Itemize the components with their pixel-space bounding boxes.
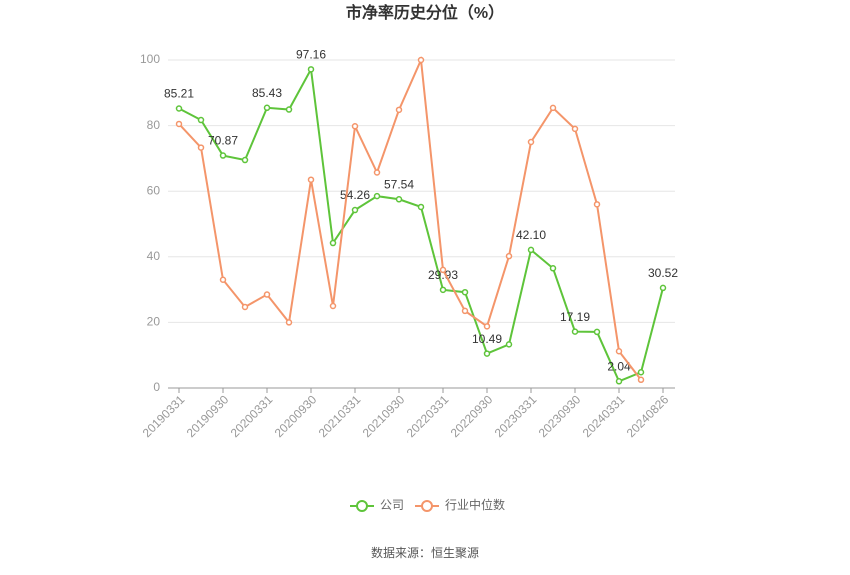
data-point bbox=[175, 105, 183, 112]
data-point bbox=[637, 369, 645, 376]
data-label: 54.26 bbox=[340, 188, 370, 202]
legend-label: 公司 bbox=[380, 498, 404, 512]
x-tick-label: 20210331 bbox=[316, 392, 364, 440]
data-point bbox=[549, 265, 557, 272]
legend-marker bbox=[421, 500, 433, 512]
y-tick-label: 40 bbox=[147, 249, 161, 263]
data-label: 57.54 bbox=[384, 177, 414, 191]
data-label: 85.21 bbox=[164, 87, 194, 101]
data-label: 17.19 bbox=[560, 310, 590, 324]
data-point bbox=[505, 252, 513, 260]
data-point bbox=[593, 201, 601, 208]
x-tick-label: 20210930 bbox=[360, 392, 408, 440]
data-point bbox=[241, 303, 249, 311]
data-point bbox=[395, 196, 403, 203]
y-tick-label: 80 bbox=[147, 118, 161, 132]
data-point bbox=[527, 138, 535, 146]
data-point bbox=[527, 246, 535, 254]
x-tick-label: 20240331 bbox=[580, 392, 628, 440]
data-point bbox=[197, 144, 205, 151]
data-point bbox=[329, 302, 337, 310]
data-point bbox=[615, 378, 623, 385]
x-tick-label: 20230331 bbox=[492, 392, 540, 440]
y-tick-label: 100 bbox=[140, 52, 160, 66]
legend-marker bbox=[356, 500, 368, 512]
data-point bbox=[615, 348, 623, 355]
data-label: 30.52 bbox=[648, 266, 678, 280]
data-point bbox=[329, 239, 337, 247]
data-point bbox=[461, 307, 469, 315]
data-point bbox=[505, 341, 513, 348]
data-point bbox=[483, 350, 491, 357]
data-point bbox=[351, 206, 359, 214]
data-label: 70.87 bbox=[208, 134, 238, 148]
data-point bbox=[571, 125, 579, 133]
data-point bbox=[483, 323, 491, 330]
data-point bbox=[439, 266, 447, 274]
x-tick-label: 20190331 bbox=[140, 392, 188, 440]
x-tick-label: 20240826 bbox=[624, 392, 672, 440]
data-point bbox=[549, 104, 557, 112]
data-point bbox=[351, 123, 359, 130]
chart-title: 市净率历史分位（%） bbox=[346, 3, 504, 22]
data-point bbox=[263, 291, 271, 298]
data-point bbox=[263, 104, 271, 112]
data-label: 85.43 bbox=[252, 86, 282, 100]
x-tick-label: 20200930 bbox=[272, 392, 320, 440]
data-point bbox=[219, 276, 227, 284]
series-line bbox=[178, 56, 642, 381]
data-label: 2.04 bbox=[607, 359, 631, 373]
data-point bbox=[395, 106, 403, 114]
data-point bbox=[439, 286, 447, 294]
data-label: 42.10 bbox=[516, 228, 546, 242]
data-label: 10.49 bbox=[472, 332, 502, 346]
x-tick-label: 20190930 bbox=[184, 392, 232, 440]
data-point bbox=[637, 376, 645, 384]
data-point bbox=[571, 328, 579, 335]
x-tick-label: 20230930 bbox=[536, 392, 584, 440]
data-label: 29.93 bbox=[428, 268, 458, 282]
data-point bbox=[417, 56, 425, 64]
data-label: 97.16 bbox=[296, 47, 326, 61]
y-tick-label: 20 bbox=[147, 315, 161, 329]
data-point bbox=[175, 120, 183, 128]
x-tick-label: 20200331 bbox=[228, 392, 276, 440]
data-point bbox=[373, 169, 381, 176]
data-point bbox=[417, 203, 425, 211]
data-point bbox=[373, 192, 381, 200]
data-point bbox=[593, 328, 601, 336]
x-tick-label: 20220930 bbox=[448, 392, 496, 440]
data-point bbox=[285, 106, 293, 113]
data-point bbox=[307, 176, 315, 183]
y-tick-label: 60 bbox=[147, 183, 161, 197]
data-point bbox=[461, 288, 469, 296]
x-tick-label: 20220331 bbox=[404, 392, 452, 440]
data-point bbox=[197, 116, 205, 124]
legend-label: 行业中位数 bbox=[445, 497, 505, 512]
series-line bbox=[178, 66, 664, 383]
data-point bbox=[307, 66, 315, 73]
source-note: 数据来源：恒生聚源 bbox=[371, 545, 479, 560]
y-tick-label: 0 bbox=[153, 380, 160, 394]
data-point bbox=[285, 319, 293, 326]
data-point bbox=[219, 152, 227, 159]
data-point bbox=[241, 156, 249, 164]
data-point bbox=[659, 284, 667, 292]
